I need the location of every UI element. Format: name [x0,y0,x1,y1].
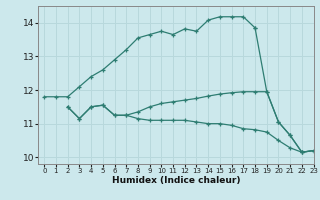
X-axis label: Humidex (Indice chaleur): Humidex (Indice chaleur) [112,176,240,185]
